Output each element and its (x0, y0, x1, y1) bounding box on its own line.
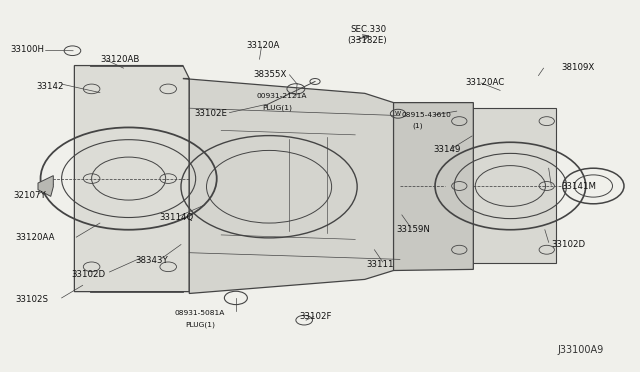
Text: 33149: 33149 (434, 145, 461, 154)
Text: 33120AA: 33120AA (15, 233, 54, 243)
Text: 38109X: 38109X (561, 63, 595, 72)
Text: 08931-5081A: 08931-5081A (175, 310, 225, 316)
Text: 33102S: 33102S (15, 295, 48, 304)
Text: 32107Y: 32107Y (13, 191, 47, 200)
Text: 33100H: 33100H (10, 45, 44, 54)
Text: 38355X: 38355X (253, 70, 287, 79)
Text: 00931-2121A: 00931-2121A (256, 93, 307, 99)
Polygon shape (442, 108, 556, 263)
Text: 33111: 33111 (366, 260, 394, 269)
Text: 33141M: 33141M (561, 182, 596, 191)
Text: PLUG(1): PLUG(1) (262, 105, 292, 112)
Text: 33159N: 33159N (397, 225, 431, 234)
Text: 33102F: 33102F (300, 312, 332, 321)
Text: 33114Q: 33114Q (159, 213, 193, 222)
Text: 33102E: 33102E (195, 109, 228, 118)
Polygon shape (394, 103, 474, 270)
Text: (1): (1) (413, 123, 423, 129)
Text: 33120A: 33120A (247, 41, 280, 51)
Text: J33100A9: J33100A9 (558, 345, 604, 355)
Polygon shape (183, 78, 400, 294)
Text: 08915-43610: 08915-43610 (401, 112, 451, 118)
Polygon shape (74, 65, 189, 292)
Text: 33142: 33142 (36, 82, 63, 91)
Text: 38343Y: 38343Y (135, 256, 168, 264)
Polygon shape (38, 176, 53, 196)
Text: SEC.330: SEC.330 (351, 25, 387, 34)
Text: 33102D: 33102D (551, 240, 586, 249)
Text: PLUG(1): PLUG(1) (185, 322, 215, 328)
Text: (33182E): (33182E) (348, 36, 387, 45)
Text: W: W (395, 111, 401, 116)
Text: 33102D: 33102D (71, 270, 106, 279)
Text: 33120AB: 33120AB (100, 55, 140, 64)
Text: 33120AC: 33120AC (466, 78, 505, 87)
